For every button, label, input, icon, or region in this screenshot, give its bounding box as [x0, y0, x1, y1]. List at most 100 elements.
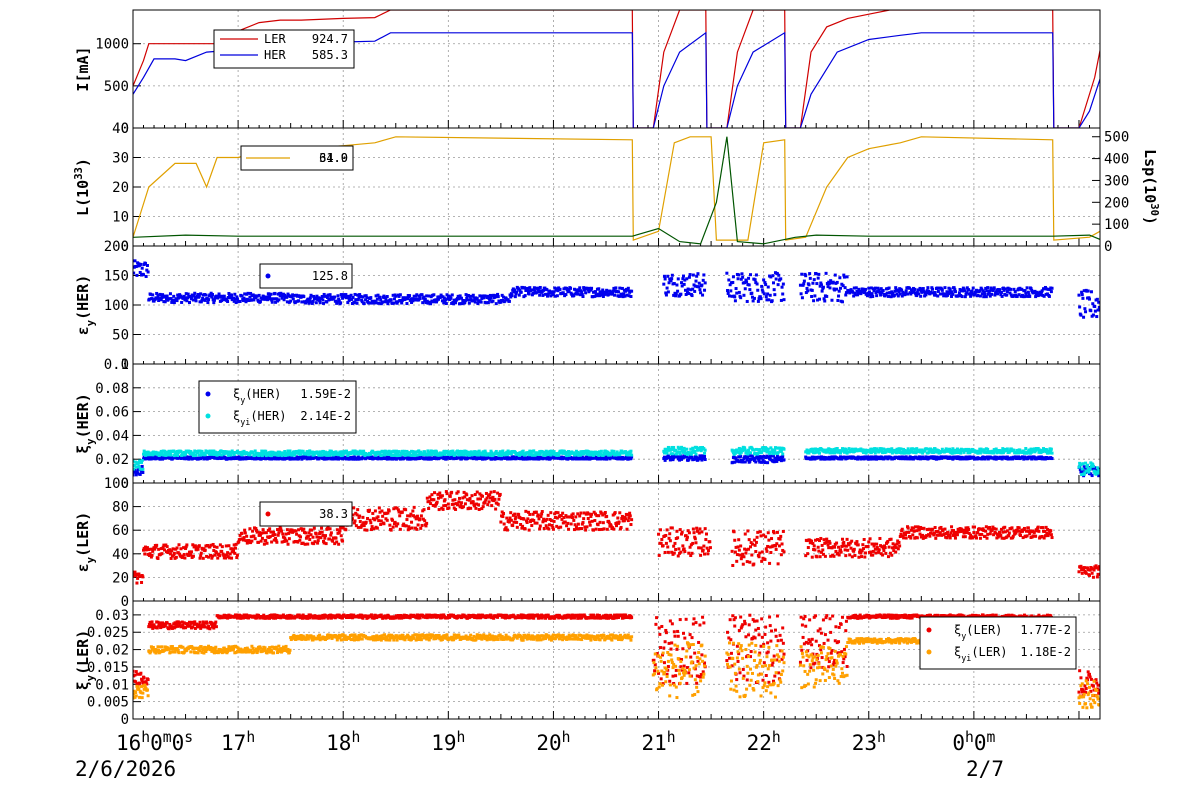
data-point: [374, 509, 377, 512]
y-tick-label: 10: [112, 210, 129, 226]
data-point: [169, 292, 172, 295]
data-point: [1050, 448, 1053, 451]
data-point: [581, 295, 584, 298]
data-point: [835, 288, 838, 291]
data-point: [693, 450, 696, 453]
data-point: [829, 286, 832, 289]
data-point: [777, 283, 780, 286]
legend-label-part: (HER): [245, 387, 281, 401]
data-point: [779, 277, 782, 280]
data-point: [415, 293, 418, 296]
data-point: [449, 297, 452, 300]
data-point: [365, 521, 368, 524]
data-point: [361, 516, 364, 519]
data-point: [371, 512, 374, 515]
data-point: [306, 543, 309, 546]
data-point: [226, 551, 229, 554]
data-point: [321, 298, 324, 301]
data-point: [754, 278, 757, 281]
data-point: [995, 447, 998, 450]
data-point: [769, 294, 772, 297]
data-point: [731, 281, 734, 284]
data-point: [183, 553, 186, 556]
data-point: [868, 290, 871, 293]
y-tick-label: 0.1: [104, 357, 129, 373]
data-point: [175, 556, 178, 559]
data-point: [695, 275, 698, 278]
data-point: [737, 273, 740, 276]
data-point: [741, 276, 744, 279]
data-point: [911, 447, 914, 450]
legend-label-part: (HER): [250, 409, 286, 423]
data-point: [273, 292, 276, 295]
data-point: [320, 527, 323, 530]
y2-tick-label: 0: [1104, 239, 1112, 255]
legend-marker: [206, 414, 211, 419]
data-point: [919, 287, 922, 290]
data-point: [352, 296, 355, 299]
legend-value: 34.0: [319, 151, 348, 165]
data-point: [288, 537, 291, 540]
data-point: [227, 544, 230, 547]
data-point: [514, 295, 517, 298]
data-point: [202, 557, 205, 560]
data-point: [767, 286, 770, 289]
data-point: [467, 298, 470, 301]
data-point: [408, 294, 411, 297]
y2-tick-label: 500: [1104, 130, 1129, 146]
data-point: [679, 293, 682, 296]
data-point: [243, 529, 246, 532]
data-point: [200, 552, 203, 555]
legend-label-part: ξ: [233, 387, 240, 401]
data-point: [1095, 315, 1098, 318]
data-point: [399, 293, 402, 296]
data-point: [145, 275, 148, 278]
data-point: [1027, 291, 1030, 294]
data-point: [287, 543, 290, 546]
data-point: [257, 541, 260, 544]
data-point: [190, 550, 193, 553]
data-point: [888, 287, 891, 290]
data-point: [663, 275, 666, 278]
y-axis-label-part: (LER): [74, 512, 92, 557]
data-point: [748, 288, 751, 291]
data-point: [277, 531, 280, 534]
data-point: [1077, 294, 1080, 297]
data-point: [864, 288, 867, 291]
data-point: [763, 292, 766, 295]
y2-tick-label: 300: [1104, 173, 1129, 189]
data-point: [173, 552, 176, 555]
data-point: [356, 513, 359, 516]
data-point: [218, 554, 221, 557]
data-point: [317, 539, 320, 542]
data-point: [260, 540, 263, 543]
data-point: [745, 280, 748, 283]
data-point: [934, 291, 937, 294]
data-point: [204, 294, 207, 297]
data-point: [818, 298, 821, 301]
data-point: [756, 289, 759, 292]
data-point: [783, 448, 786, 451]
data-point: [304, 543, 307, 546]
data-point: [951, 290, 954, 293]
data-point: [1026, 286, 1029, 289]
data-point: [755, 273, 758, 276]
data-point: [697, 285, 700, 288]
data-point: [823, 299, 826, 302]
y-tick-label: 50: [112, 328, 129, 344]
data-point: [673, 282, 676, 285]
data-point: [922, 287, 925, 290]
y-tick-label: 500: [104, 79, 129, 95]
data-point: [830, 299, 833, 302]
data-point: [135, 582, 138, 585]
data-point: [1048, 295, 1051, 298]
data-point: [1051, 452, 1054, 455]
data-point: [780, 450, 783, 453]
data-point: [1096, 298, 1099, 301]
data-point: [838, 276, 841, 279]
data-point: [277, 298, 280, 301]
data-point: [752, 448, 755, 451]
data-point: [185, 543, 188, 546]
